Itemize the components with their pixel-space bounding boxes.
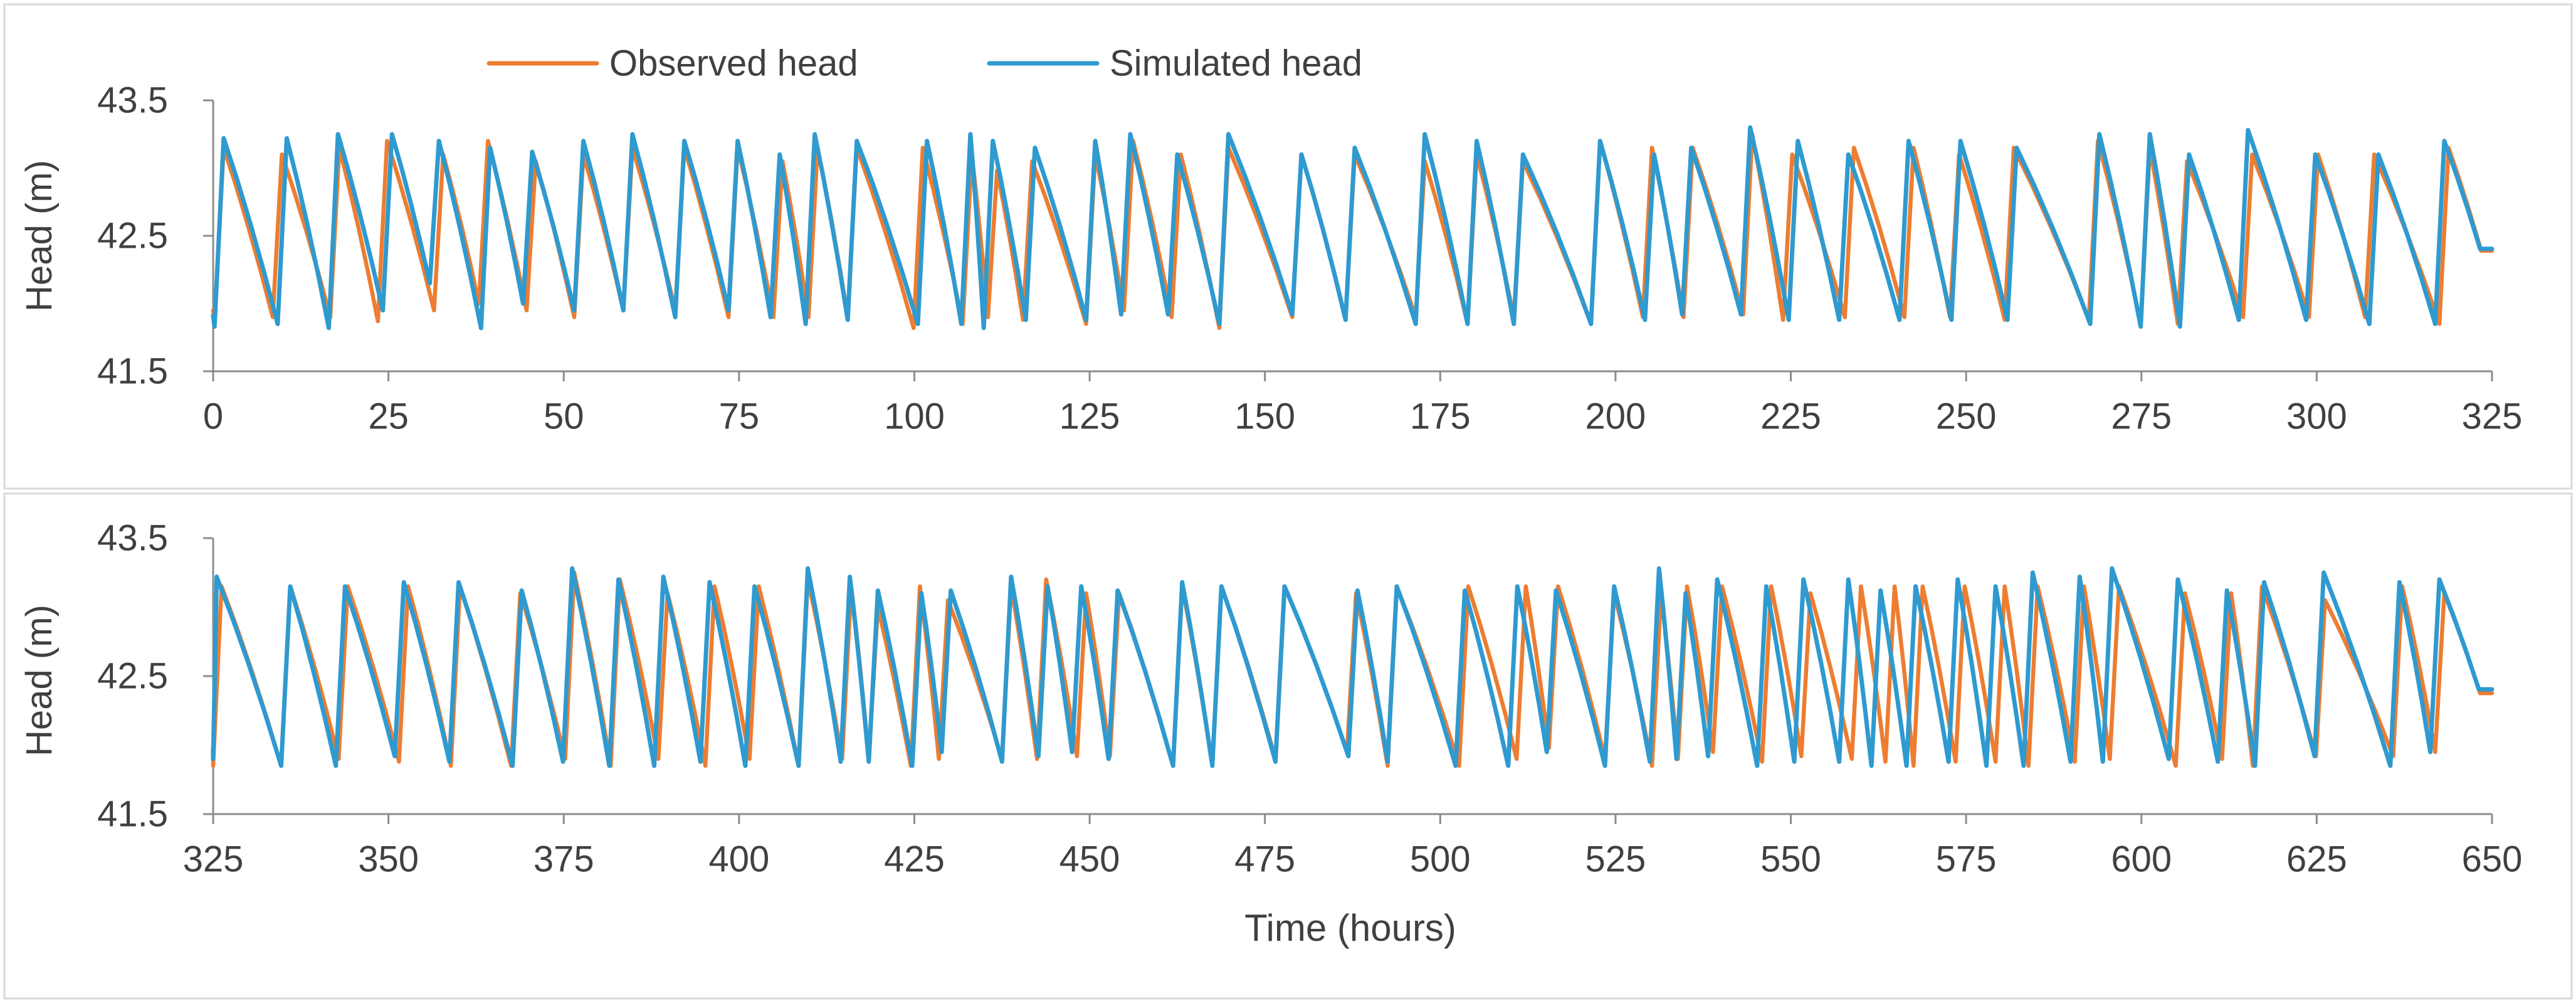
x-tick-label: 500 [1410, 839, 1471, 880]
x-tick-label: 225 [1760, 396, 1821, 437]
x-tick-label: 0 [203, 396, 223, 437]
y-tick-label: 43.5 [97, 80, 168, 121]
legend-label-observed: Observed head [609, 43, 858, 84]
bottom-panel-series [211, 566, 2495, 768]
x-tick-label: 350 [358, 839, 419, 880]
bottom-panel-x-ticks: 325 350 375 400 425 450 475 500 525 550 575 600 625 6… [183, 814, 2523, 880]
y-tick-label: 41.5 [97, 794, 168, 835]
y-tick-label: 42.5 [97, 216, 168, 257]
x-tick-label: 125 [1059, 396, 1120, 437]
top-panel-series [211, 125, 2495, 331]
bottom-panel: Head (m) 41.5 42.5 43.5 325 350 375 400 425 450… [19, 518, 2522, 880]
x-tick-label: 325 [2462, 396, 2523, 437]
x-tick-label: 550 [1760, 839, 1821, 880]
top-panel-ylabel: Head (m) [19, 160, 60, 312]
x-tick-label: 625 [2286, 839, 2347, 880]
x-tick-label: 375 [534, 839, 594, 880]
x-tick-label: 300 [2286, 396, 2347, 437]
x-tick-label: 575 [1936, 839, 1997, 880]
x-tick-label: 250 [1936, 396, 1997, 437]
x-tick-label: 100 [884, 396, 945, 437]
bottom-panel-y-ticks: 41.5 42.5 43.5 [97, 518, 213, 835]
x-tick-label: 150 [1234, 396, 1295, 437]
x-axis-title: Time (hours) [1244, 907, 1456, 949]
x-tick-label: 175 [1410, 396, 1471, 437]
x-tick-label: 475 [1234, 839, 1295, 880]
x-tick-label: 200 [1585, 396, 1646, 437]
x-tick-label: 275 [2111, 396, 2172, 437]
x-tick-label: 425 [884, 839, 945, 880]
y-tick-label: 41.5 [97, 351, 168, 392]
bottom-panel-frame [3, 492, 2573, 1000]
x-tick-label: 525 [1585, 839, 1646, 880]
x-tick-label: 650 [2462, 839, 2523, 880]
x-tick-label: 600 [2111, 839, 2172, 880]
legend-label-simulated: Simulated head [1110, 43, 1362, 84]
simulated-head-line [211, 125, 2495, 331]
top-panel: Head (m) 41.5 42.5 43.5 0 25 50 75 100 125 150 17… [19, 80, 2522, 437]
x-tick-label: 50 [544, 396, 584, 437]
bottom-panel-ylabel: Head (m) [19, 605, 60, 756]
x-tick-label: 75 [719, 396, 760, 437]
y-tick-label: 43.5 [97, 518, 168, 559]
top-panel-y-ticks: 41.5 42.5 43.5 [97, 80, 213, 392]
y-tick-label: 42.5 [97, 656, 168, 697]
top-panel-x-ticks: 0 25 50 75 100 125 150 175 200 225 250 275 300 325 [203, 371, 2523, 437]
x-tick-label: 25 [368, 396, 409, 437]
x-tick-label: 325 [183, 839, 244, 880]
legend: Observed head Simulated head [486, 43, 1362, 84]
x-tick-label: 450 [1059, 839, 1120, 880]
x-tick-label: 400 [708, 839, 769, 880]
simulated-head-line [211, 566, 2495, 768]
